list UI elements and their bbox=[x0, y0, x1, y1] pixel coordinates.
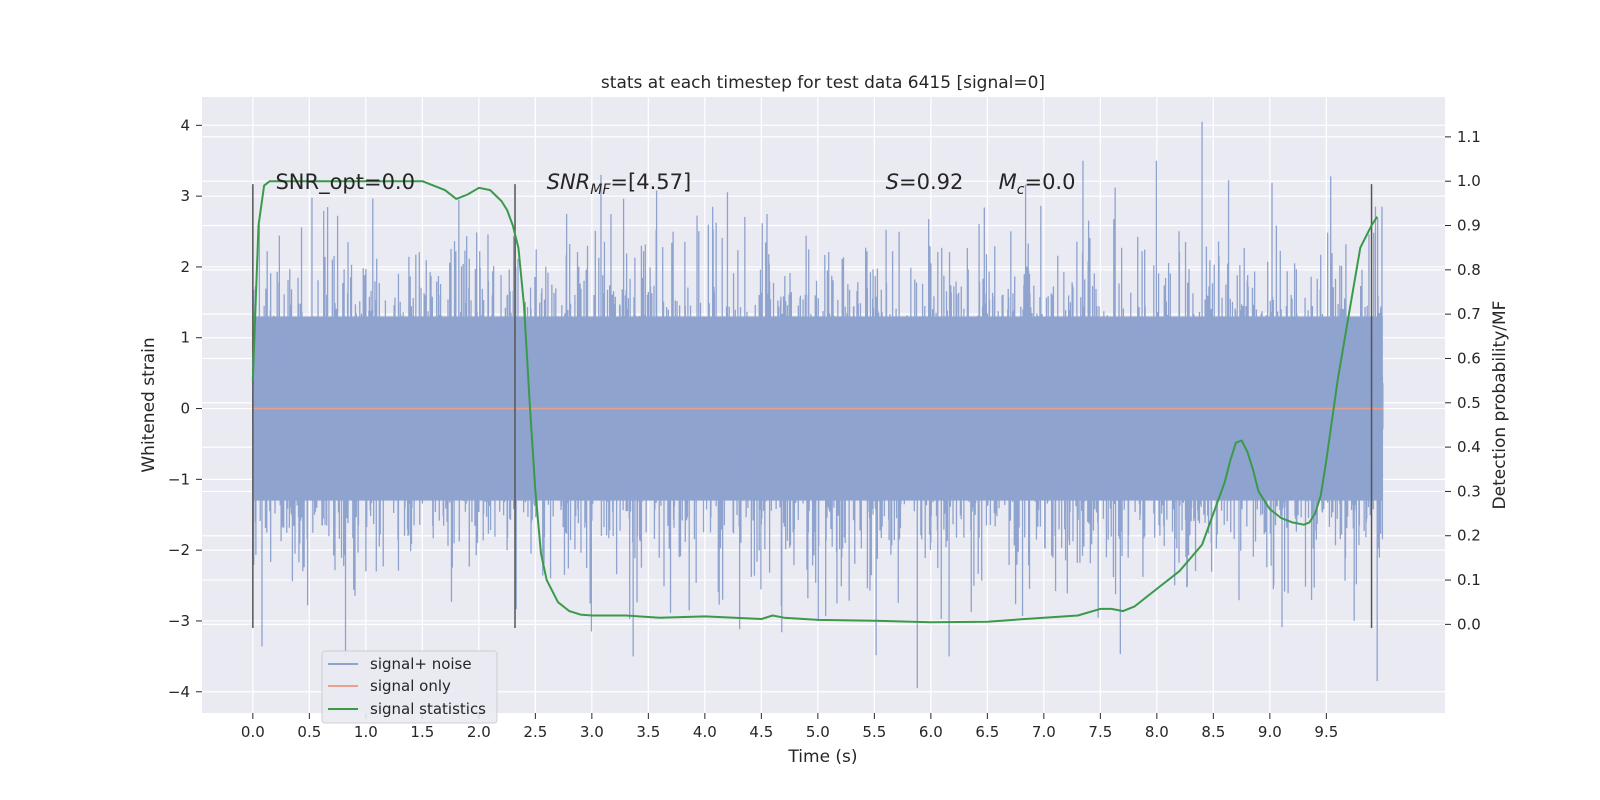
legend-label-signal-statistics: signal statistics bbox=[370, 700, 486, 718]
y-left-tick-label-0: 4 bbox=[180, 116, 190, 134]
legend-label-signal-only: signal only bbox=[370, 677, 451, 695]
x-tick-label-8: 4.0 bbox=[693, 723, 717, 741]
x-tick-label-16: 8.0 bbox=[1145, 723, 1169, 741]
x-axis-label: Time (s) bbox=[787, 747, 857, 767]
legend: signal+ noise signal only signal statist… bbox=[321, 650, 498, 724]
x-tick-label-3: 1.5 bbox=[410, 723, 434, 741]
annotations: SNR_opt=0.0 SNRMF=[4.57] S=0.92 Mc=0.0 bbox=[275, 170, 1075, 198]
x-tick-label-0: 0.0 bbox=[241, 723, 265, 741]
y-left-tick-label-6: −2 bbox=[168, 541, 190, 559]
x-tick-label-4: 2.0 bbox=[467, 723, 491, 741]
y-right-tick-label-7: 0.4 bbox=[1457, 438, 1481, 456]
x-tick-label-17: 8.5 bbox=[1201, 723, 1225, 741]
y-left-tick-label-7: −3 bbox=[168, 612, 190, 630]
x-tick-label-13: 6.5 bbox=[975, 723, 999, 741]
y-left-tick-label-5: −1 bbox=[168, 470, 190, 488]
y-right-tick-label-4: 0.7 bbox=[1457, 305, 1481, 323]
y-right-tick-label-9: 0.2 bbox=[1457, 527, 1481, 545]
signal-statistics-line bbox=[251, 180, 1379, 624]
chart-title: stats at each timestep for test data 641… bbox=[601, 73, 1045, 93]
x-tick-label-7: 3.5 bbox=[636, 723, 660, 741]
x-tick-label-15: 7.5 bbox=[1088, 723, 1112, 741]
signal-statistics-series bbox=[251, 180, 1379, 624]
annotation-1: SNRMF=[4.57] bbox=[547, 170, 692, 198]
x-tick-label-9: 4.5 bbox=[749, 723, 773, 741]
y-right-tick-label-0: 1.1 bbox=[1457, 128, 1481, 146]
x-tick-label-12: 6.0 bbox=[919, 723, 943, 741]
x-tick-label-19: 9.5 bbox=[1314, 723, 1338, 741]
y-right-tick-label-1: 1.0 bbox=[1457, 172, 1481, 190]
vertical-markers bbox=[252, 184, 1373, 629]
y-axis-left-label: Whitened strain bbox=[139, 337, 159, 472]
y-right-tick-label-8: 0.3 bbox=[1457, 482, 1481, 500]
x-tick-label-10: 5.0 bbox=[806, 723, 830, 741]
y-left-tick-label-3: 1 bbox=[180, 329, 190, 347]
annotation-2: S=0.92 bbox=[886, 170, 964, 194]
legend-label-signal-plus-noise: signal+ noise bbox=[370, 655, 472, 673]
x-tick-label-2: 1.0 bbox=[354, 723, 378, 741]
y-left-tick-label-1: 3 bbox=[180, 187, 190, 205]
y-left-tick-label-2: 2 bbox=[180, 258, 190, 276]
y-right-tick-label-3: 0.8 bbox=[1457, 261, 1481, 279]
y-left-tick-label-8: −4 bbox=[168, 683, 190, 701]
y-right-tick-label-6: 0.5 bbox=[1457, 394, 1481, 412]
annotation-0: SNR_opt=0.0 bbox=[275, 170, 415, 195]
y-right-tick-label-10: 0.1 bbox=[1457, 571, 1481, 589]
y-right-tick-label-11: 0.0 bbox=[1457, 615, 1481, 633]
x-tick-label-14: 7.0 bbox=[1032, 723, 1056, 741]
x-axis: 0.0 0.5 1.0 1.5 2.0 2.5 3.0 3.5 4.0 4.5 5.0 5.5 6.0 6… bbox=[241, 713, 1338, 741]
x-tick-label-18: 9.0 bbox=[1258, 723, 1282, 741]
x-tick-label-6: 3.0 bbox=[580, 723, 604, 741]
y-axis-right-label: Detection probability/MF bbox=[1490, 301, 1510, 510]
y-right-tick-label-2: 0.9 bbox=[1457, 217, 1481, 235]
annotation-3: Mc=0.0 bbox=[999, 170, 1076, 198]
y-axis-right: 1.1 1.0 0.9 0.8 0.7 0.6 0.5 0.4 0.3 0.2 0.1 0.0 bbox=[1445, 128, 1481, 633]
x-tick-label-11: 5.5 bbox=[862, 723, 886, 741]
y-left-tick-label-4: 0 bbox=[180, 400, 190, 418]
y-axis-left: 4 3 2 1 0 −1 −2 −3 −4 bbox=[168, 116, 202, 701]
x-tick-label-1: 0.5 bbox=[297, 723, 321, 741]
x-tick-label-5: 2.5 bbox=[523, 723, 547, 741]
legend-box bbox=[321, 650, 498, 724]
y-right-tick-label-5: 0.6 bbox=[1457, 349, 1481, 367]
